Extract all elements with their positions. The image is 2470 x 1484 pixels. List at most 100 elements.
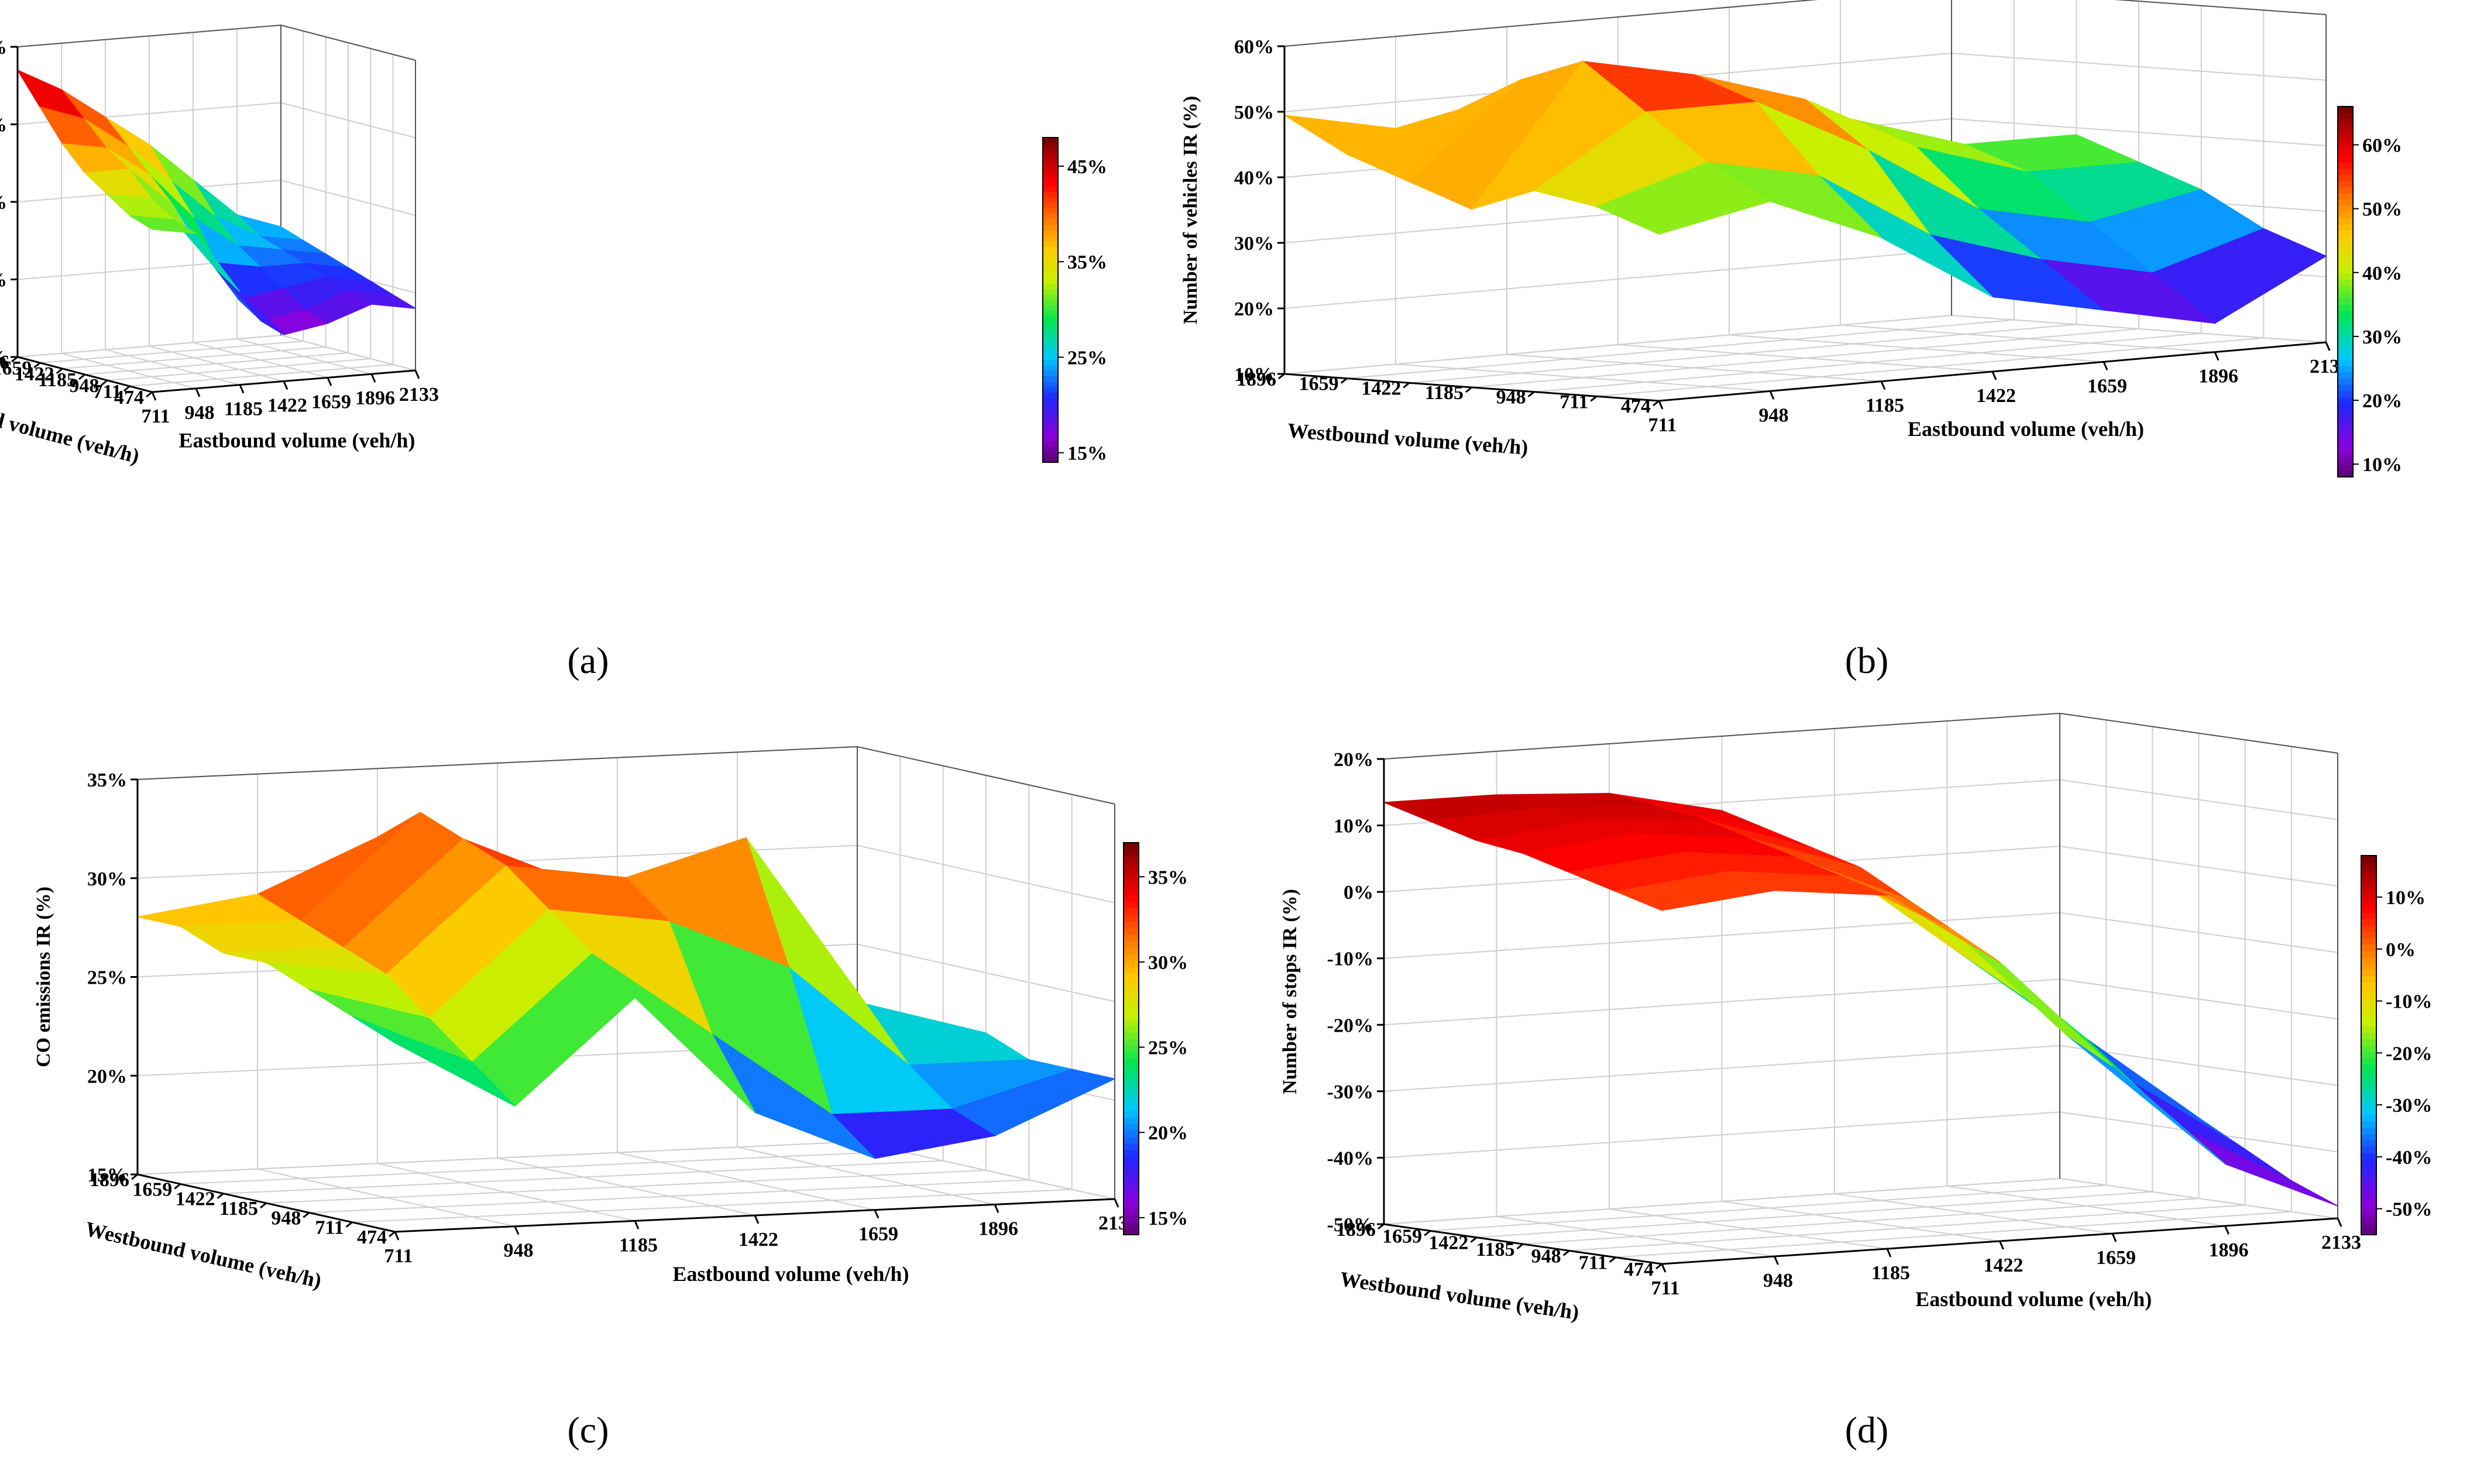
- colorbar-swatch: [2338, 180, 2353, 188]
- x-tick: [1886, 1248, 1892, 1258]
- colorbar-swatch: [2361, 1209, 2376, 1217]
- x-tick-label: 1422: [1976, 385, 2016, 407]
- x-tick-label: 1659: [2087, 375, 2127, 397]
- y-tick-label: 474: [1624, 1259, 1654, 1280]
- colorbar-swatch: [1124, 986, 1139, 994]
- colorbar-swatch: [1124, 868, 1139, 876]
- colorbar-swatch: [2338, 353, 2353, 360]
- colorbar-swatch: [2361, 861, 2376, 869]
- surface-patch: [129, 215, 197, 234]
- y-tick: [303, 1212, 310, 1218]
- colorbar-swatch: [1043, 430, 1058, 436]
- colorbar: 15% 20% 25% 30% 35%: [1123, 842, 1188, 1235]
- colorbar-swatch: [2361, 1197, 2376, 1204]
- y-tick: [56, 367, 63, 375]
- colorbar-swatch: [1124, 1012, 1139, 1020]
- colorbar-swatch: [1124, 1215, 1139, 1222]
- y-tick-label: 1185: [1476, 1239, 1514, 1260]
- y-axis-title: Westbound volume (veh/h): [1338, 1267, 1581, 1324]
- colorbar-swatch: [2361, 1014, 2376, 1021]
- colorbar-swatch: [2361, 1039, 2376, 1046]
- colorbar-swatch: [2361, 1026, 2376, 1033]
- y-tick-label: 1659: [1382, 1225, 1422, 1247]
- colorbar-swatch: [2338, 205, 2353, 212]
- colorbar-swatch: [2361, 1184, 2376, 1191]
- x-tick-label: 711: [1648, 414, 1677, 436]
- z-axis-title: Number of stops IR (%): [1279, 889, 1301, 1094]
- colorbar-swatch: [2361, 994, 2376, 1002]
- colorbar-swatch: [2361, 912, 2376, 919]
- colorbar-swatch: [2338, 470, 2353, 478]
- colorbar-swatch: [2361, 1032, 2376, 1040]
- colorbar-tick-label: 45%: [1067, 156, 1107, 178]
- floor-gridline: [1615, 1211, 2292, 1258]
- colorbar-swatch: [2361, 944, 2376, 951]
- wall-gridline: [1284, 314, 2327, 375]
- colorbar-swatch: [2338, 366, 2353, 373]
- floor-gridline: [129, 364, 393, 387]
- colorbar-swatch: [2361, 1089, 2376, 1097]
- y-tick: [345, 1221, 353, 1228]
- colorbar-swatch: [2338, 260, 2353, 268]
- colorbar-swatch: [2361, 1165, 2376, 1172]
- colorbar-tick-label: -10%: [2386, 991, 2432, 1013]
- x-tick: [151, 391, 157, 401]
- colorbar-swatch: [2361, 1114, 2376, 1122]
- x-tick: [1774, 1256, 1779, 1265]
- colorbar-swatch: [2361, 956, 2376, 964]
- colorbar-swatch: [1043, 138, 1058, 144]
- x-axis-title: Eastbound volume (veh/h): [1908, 417, 2144, 441]
- colorbar-swatch: [1124, 1058, 1139, 1066]
- colorbar-swatch: [2338, 359, 2353, 367]
- colorbar-swatch: [2338, 149, 2353, 157]
- x-tick-label: 1185: [1871, 1262, 1910, 1284]
- colorbar-swatch: [2338, 107, 2353, 114]
- colorbar-swatch: [1124, 908, 1139, 915]
- colorbar-swatch: [1124, 999, 1139, 1007]
- colorbar-swatch: [2338, 193, 2353, 200]
- colorbar-swatch: [1124, 1221, 1139, 1229]
- y-tick-label: 948: [1496, 387, 1526, 408]
- colorbar-swatch: [2361, 887, 2376, 894]
- surface-patch: [2066, 1034, 2225, 1164]
- x-axis-title: Eastbound volume (veh/h): [1915, 1287, 2152, 1311]
- colorbar-swatch: [1043, 197, 1058, 203]
- y-tick-label: 948: [1531, 1245, 1561, 1267]
- colorbar-swatch: [1124, 1006, 1139, 1014]
- colorbar-frame: [1123, 842, 1139, 1235]
- colorbar-swatch: [1124, 1019, 1139, 1026]
- colorbar-tick-label: -30%: [2386, 1095, 2432, 1117]
- floor-gridline: [223, 1160, 943, 1194]
- colorbar-swatch: [1043, 321, 1058, 328]
- colorbar-tick-label: 15%: [1148, 1208, 1188, 1229]
- colorbar-swatch: [1043, 208, 1058, 214]
- colorbar-tick-label: 50%: [2362, 199, 2402, 221]
- colorbar-tick-label: 0%: [2386, 939, 2416, 961]
- colorbar-swatch: [1124, 1078, 1139, 1085]
- surface: [1284, 60, 2327, 324]
- colorbar-swatch: [2361, 1001, 2376, 1008]
- y-tick-label: 474: [357, 1227, 387, 1248]
- colorbar-swatch: [1124, 1084, 1139, 1092]
- y-tick: [33, 362, 41, 369]
- y-tick: [123, 385, 130, 392]
- colorbar-swatch: [1043, 451, 1058, 458]
- chart-panel-c: 15%20%25%30%35%711 948 1185 1422 1659 1896 213…: [33, 746, 1188, 1451]
- colorbar-swatch: [2338, 255, 2353, 262]
- colorbar-swatch: [1043, 159, 1058, 166]
- colorbar-swatch: [1124, 992, 1139, 1000]
- colorbar-swatch: [2338, 279, 2353, 286]
- colorbar-swatch: [2338, 335, 2353, 342]
- colorbar-swatch: [1043, 435, 1058, 441]
- colorbar-swatch: [1124, 1188, 1139, 1196]
- x-tick-label: 711: [141, 406, 170, 427]
- colorbar-swatch: [1124, 1091, 1139, 1098]
- floor-gridline: [180, 1150, 901, 1185]
- colorbar-swatch: [1043, 256, 1058, 263]
- y-tick: [1562, 1250, 1570, 1256]
- colorbar-swatch: [2361, 1077, 2376, 1084]
- colorbar-swatch: [2361, 893, 2376, 901]
- surface: [137, 812, 1117, 1159]
- colorbar-swatch: [2338, 285, 2353, 293]
- colorbar-swatch: [1043, 424, 1058, 431]
